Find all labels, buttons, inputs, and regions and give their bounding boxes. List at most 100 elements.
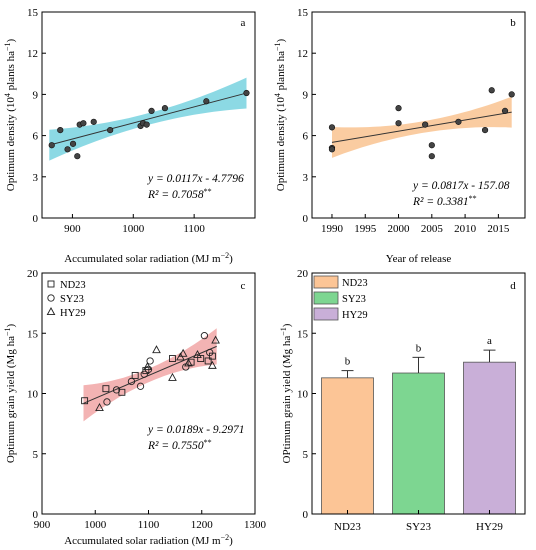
y-tick-label: 0 [303, 213, 309, 225]
significance-letter: b [416, 342, 422, 354]
legend-marker-triangle [46, 307, 56, 316]
legend-swatch [313, 307, 339, 321]
legend-swatch [313, 275, 339, 289]
data-point [48, 142, 55, 149]
bar-sy23 [392, 372, 445, 515]
y-tick-label: 20 [297, 268, 309, 280]
legend: ND23 SY23 HY29 [46, 280, 86, 319]
x-tick-label: HY29 [476, 521, 503, 533]
y-tick-label: 0 [33, 213, 39, 225]
nd23-point [81, 397, 89, 405]
y-axis-label: Optimum density (104 plants ha−1) [273, 38, 288, 191]
sy23-point [112, 386, 121, 394]
nd23-point [102, 385, 110, 393]
data-point [328, 124, 336, 131]
data-point [508, 91, 515, 98]
panel-b-chart: 0 3 6 9 12 15 1990 1995 2000 2005 2010 2015 Optimum … [273, 7, 526, 265]
regression-line [331, 111, 512, 143]
panel-c-chart: 0 5 10 15 20 900 1000 1100 1200 1300 Optimum grain… [3, 268, 267, 547]
y-tick-label: 3 [303, 172, 309, 184]
hy29-point [211, 335, 220, 344]
y-tick-label: 9 [303, 89, 309, 101]
data-point [328, 146, 336, 153]
y-tick-label: 6 [33, 131, 39, 143]
x-tick-label: 900 [34, 519, 51, 531]
y-tick-label: 0 [303, 509, 309, 521]
data-point [481, 127, 489, 134]
x-tick-label: 2015 [487, 223, 510, 235]
y-axis-label: OPtimum grain yield (Mg ha−1) [279, 323, 294, 463]
x-tick-label: 1100 [138, 519, 160, 531]
sy23-point [140, 370, 148, 378]
data-point [143, 121, 150, 128]
y-tick-label: 12 [297, 48, 308, 60]
y-tick-label: 15 [297, 7, 309, 19]
data-point [90, 118, 97, 125]
nd23-point [204, 357, 212, 365]
regression-line [83, 345, 217, 404]
sy23-point [127, 377, 136, 386]
sy23-point [136, 382, 145, 390]
x-tick-label: 1000 [84, 519, 107, 531]
x-axis-label: Accumulated solar radiation (MJ m−2) [64, 533, 233, 548]
y-axis-label: Optimum grain yield (Mg ha−1) [3, 324, 18, 464]
hy29-point [152, 345, 161, 354]
y-tick-label: 10 [297, 389, 309, 401]
y-tick-label: 20 [27, 268, 39, 280]
data-point [395, 105, 402, 112]
panel-d-chart: b ND23 b SY23 a HY29 0 5 10 15 20 OPtimum grain yie… [279, 268, 526, 533]
hy29-point [95, 403, 104, 412]
x-tick-label: 1100 [183, 223, 205, 235]
data-point [428, 153, 435, 160]
x-tick-label: ND23 [334, 521, 361, 533]
bar-hy29 [463, 361, 516, 515]
nd23-point [169, 355, 176, 363]
x-tick-label: SY23 [406, 521, 432, 533]
legend-label: SY23 [60, 294, 84, 305]
hy29-point [184, 358, 193, 367]
sy23-point [146, 357, 154, 365]
data-point [74, 153, 81, 160]
y-tick-label: 3 [33, 172, 39, 184]
sy23-point [200, 332, 209, 340]
data-point [148, 107, 155, 114]
nd23-point [197, 355, 205, 363]
significance-letter: b [345, 356, 351, 368]
y-tick-label: 6 [303, 131, 309, 143]
plot-frame [41, 11, 256, 219]
y-tick-label: 15 [27, 7, 39, 19]
hy29-point [143, 362, 152, 371]
hy29-point [193, 350, 202, 358]
x-tick-label: 1200 [191, 519, 214, 531]
data-point [501, 107, 509, 114]
y-tick-label: 10 [27, 389, 39, 401]
data-point [488, 87, 495, 94]
y-tick-label: 5 [303, 449, 309, 461]
sy23-point [103, 398, 111, 406]
significance-letter: a [487, 335, 492, 347]
x-tick-label: 1300 [244, 519, 267, 531]
legend: ND23 SY23 HY29 [313, 275, 368, 321]
hy29-point [168, 372, 177, 381]
data-point [243, 89, 250, 97]
legend-label: SY23 [342, 294, 366, 305]
data-point [107, 127, 114, 134]
hy29-point [178, 348, 188, 357]
data-point [161, 105, 169, 112]
legend-label: ND23 [342, 278, 368, 289]
x-tick-label: 2010 [454, 223, 477, 235]
sy23-point [206, 348, 214, 357]
panel-a-chart: 0 3 6 9 12 15 900 1000 1100 Optimum density (104 … [3, 7, 256, 265]
regression-equation: y = 0.0117x - 4.7796 [147, 173, 244, 185]
regression-line [49, 92, 247, 146]
bar-nd23 [321, 377, 374, 515]
y-tick-label: 5 [33, 449, 39, 461]
legend-marker-circle [47, 294, 55, 302]
y-tick-label: 0 [33, 509, 39, 521]
regression-equation: y = 0.0189x - 9.2971 [147, 424, 245, 436]
data-point [80, 120, 87, 127]
y-axis-label: Optimum density (104 plants ha−1) [3, 38, 18, 191]
nd23-point [131, 371, 139, 379]
panel-label: a [241, 17, 246, 29]
